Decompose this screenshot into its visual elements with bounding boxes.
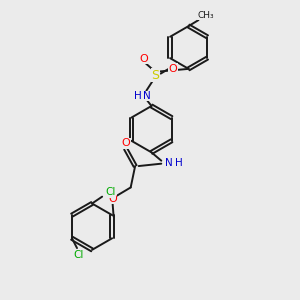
Text: S: S bbox=[151, 69, 159, 82]
Text: N: N bbox=[165, 158, 172, 168]
Text: Cl: Cl bbox=[73, 250, 84, 260]
Text: O: O bbox=[121, 139, 130, 148]
Text: H: H bbox=[134, 91, 141, 101]
Text: O: O bbox=[140, 54, 148, 64]
Text: H: H bbox=[175, 158, 183, 168]
Text: O: O bbox=[168, 64, 177, 74]
Text: O: O bbox=[108, 194, 117, 204]
Text: CH₃: CH₃ bbox=[197, 11, 214, 20]
Text: N: N bbox=[143, 91, 151, 101]
Text: Cl: Cl bbox=[105, 187, 116, 197]
